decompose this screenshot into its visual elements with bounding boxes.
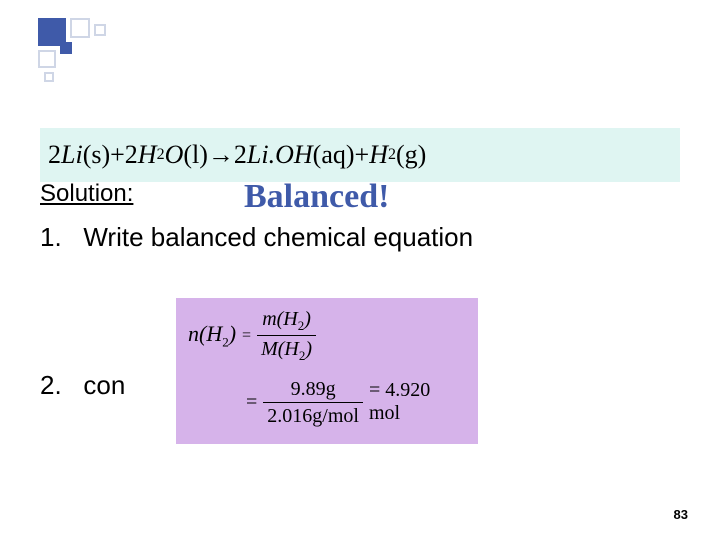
mole-formula: n(H2) = m(H2) M(H2) = 9.89g 2.016g/mol =… [176,298,478,444]
page-number: 83 [674,507,688,522]
balanced-equation: 2Li(s) + 2H2O(l) → 2Li.OH(aq) + H2(g) [40,128,680,182]
step-1: 1. Write balanced chemical equation [40,222,473,253]
solution-heading: Solution: [40,180,133,208]
balanced-label: Balanced! [244,178,389,216]
